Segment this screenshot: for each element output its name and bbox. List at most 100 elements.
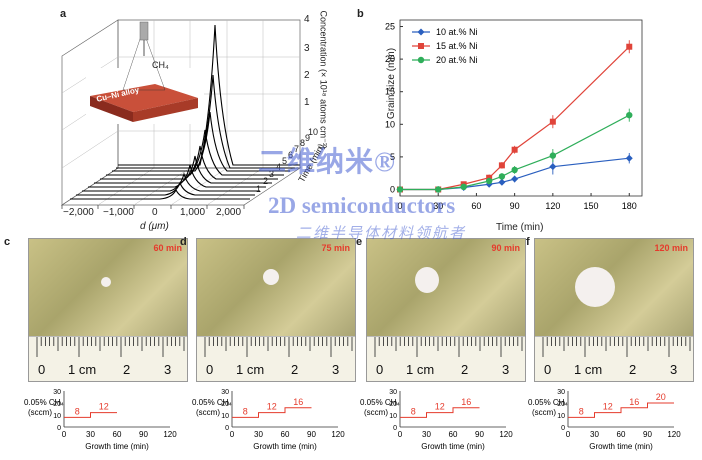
- flow-y-tick: 30: [389, 389, 397, 396]
- ruler-label: 2: [123, 362, 131, 377]
- ruler-label: 2: [629, 362, 637, 377]
- data-point: [511, 146, 518, 153]
- flow-step-label: 12: [603, 402, 613, 412]
- legend-label: 15 at.% Ni: [436, 41, 478, 51]
- ruler-label: 3: [164, 362, 172, 377]
- flow-step-label: 12: [435, 402, 445, 412]
- series-line: [400, 114, 630, 191]
- flow-x-tick: 60: [617, 430, 626, 439]
- pa-time-6: 6: [288, 150, 294, 160]
- data-point: [549, 163, 557, 171]
- flow-step-line: [568, 402, 674, 418]
- panel-a-letter: a: [60, 8, 67, 20]
- ruler-label: 2: [461, 362, 469, 377]
- ruler-ticks: [204, 337, 353, 357]
- x-tick-label: 150: [584, 201, 599, 211]
- flow-step-line: [64, 412, 117, 418]
- ruler-label: 0: [38, 362, 46, 377]
- pa-xtick-2: −1,000: [103, 207, 134, 218]
- pa-xtick-1: −2,000: [63, 207, 94, 218]
- y-tick-label: 25: [385, 22, 395, 32]
- plot-frame: [399, 19, 643, 197]
- flow-ylabel: 0.05% CH₄: [360, 398, 400, 407]
- flow-x-tick: 0: [230, 430, 235, 439]
- ruler-ticks: [36, 337, 185, 357]
- data-point: [460, 183, 467, 191]
- data-point: [396, 186, 404, 193]
- ruler: [197, 336, 355, 381]
- flow-xlabel: Growth time (min): [85, 442, 149, 451]
- photo-d: 75 min: [196, 238, 356, 382]
- watermark-slogan: 二维半导体材料领航者: [296, 226, 467, 242]
- flow-x-tick: 30: [590, 430, 599, 439]
- ruler-label: 0: [206, 362, 214, 377]
- ruler-label: 1 cm: [574, 362, 603, 377]
- y-tick-label: 5: [390, 152, 395, 162]
- flow-ylabel-unit: (sccm): [532, 408, 556, 417]
- flow-ylabel-unit: (sccm): [196, 408, 220, 417]
- panel-b-letter: b: [357, 8, 364, 20]
- data-point: [435, 186, 442, 193]
- legend-marker: [417, 28, 425, 36]
- ruler-label: 0: [376, 362, 384, 377]
- flow-x-tick: 30: [422, 430, 431, 439]
- ruler-label: 1 cm: [236, 362, 265, 377]
- data-point: [511, 166, 518, 174]
- flow-x-tick: 90: [307, 430, 316, 439]
- watermark-brand: 二维纳米®: [258, 147, 396, 178]
- ruler-label: 0: [544, 362, 552, 377]
- flow-y-tick: 30: [53, 389, 61, 396]
- flow-x-tick: 30: [86, 430, 95, 439]
- legend-marker: [417, 56, 425, 64]
- photo-f: 120 min: [534, 238, 694, 382]
- flow-step-label: 20: [656, 392, 666, 402]
- y-tick-label: 0: [390, 184, 395, 194]
- flow-x-tick: 90: [475, 430, 484, 439]
- flow-y-tick: 10: [557, 413, 565, 420]
- pa-time-5: 5: [282, 156, 288, 166]
- flow-x-tick: 90: [643, 430, 652, 439]
- y-tick-label: 20: [385, 54, 395, 64]
- flow-y-tick: 0: [225, 425, 229, 432]
- pa-time-10: 10: [308, 127, 319, 137]
- pa-time-8: 8: [300, 138, 306, 148]
- flow-plot: 0.05% CH₄(sccm) 0 10 20 30 0 30 60 90 120 Growth t…: [24, 389, 177, 451]
- data-point: [626, 43, 633, 50]
- panel-c-letter: c: [4, 236, 11, 248]
- pa-ytick-2: 2: [304, 70, 310, 81]
- flow-plot: 0.05% CH₄(sccm) 0 10 20 30 0 30 60 90 120 Growth t…: [360, 389, 513, 451]
- ruler: [535, 336, 693, 381]
- pa-xtick-4: 1,000: [180, 207, 206, 218]
- grain-size-chart: 0 30 60 90 120 150 180 0 5 10 15 20 25 10 at.% Ni 15 a…: [385, 19, 643, 211]
- flow-plot: 0.05% CH₄(sccm) 0 10 20 30 0 30 60 90 120 Growth t…: [528, 389, 681, 451]
- flow-x-tick: 0: [566, 430, 571, 439]
- ruler-label: 2: [291, 362, 299, 377]
- flow-step-label: 8: [411, 406, 416, 416]
- ruler-label: 1 cm: [68, 362, 97, 377]
- x-tick-label: 30: [433, 201, 443, 211]
- photo-c: 60 min: [28, 238, 188, 382]
- pa-time-2: 2: [263, 176, 269, 186]
- pa-ytick-1: 1: [304, 97, 310, 108]
- flow-step-label: 8: [243, 406, 248, 416]
- ruler: [29, 336, 187, 381]
- ruler-label: 1 cm: [406, 362, 435, 377]
- data-point: [486, 174, 493, 181]
- flow-y-tick: 20: [557, 401, 565, 408]
- pa-ytick-4: 4: [304, 14, 310, 25]
- flow-step-label: 16: [629, 397, 639, 407]
- ruler-ticks: [542, 337, 691, 357]
- pa-ylabel: Concentration (× 10¹⁸ atoms cm⁻³): [318, 10, 329, 149]
- flow-x-tick: 60: [113, 430, 122, 439]
- panel-e-letter: e: [356, 236, 363, 248]
- pa-xtick-5: 2,000: [216, 207, 242, 218]
- flow-x-tick: 0: [398, 430, 403, 439]
- flow-plot: 0.05% CH₄(sccm) 0 10 20 30 0 30 60 90 120 Growth t…: [192, 389, 345, 451]
- pa-time-9: 9: [305, 133, 311, 143]
- pa-time-1: 1: [256, 184, 262, 194]
- pa-time-4: 4: [276, 162, 282, 172]
- data-point: [498, 162, 505, 169]
- y-tick-label: 10: [385, 119, 395, 129]
- flow-x-tick: 120: [331, 430, 345, 439]
